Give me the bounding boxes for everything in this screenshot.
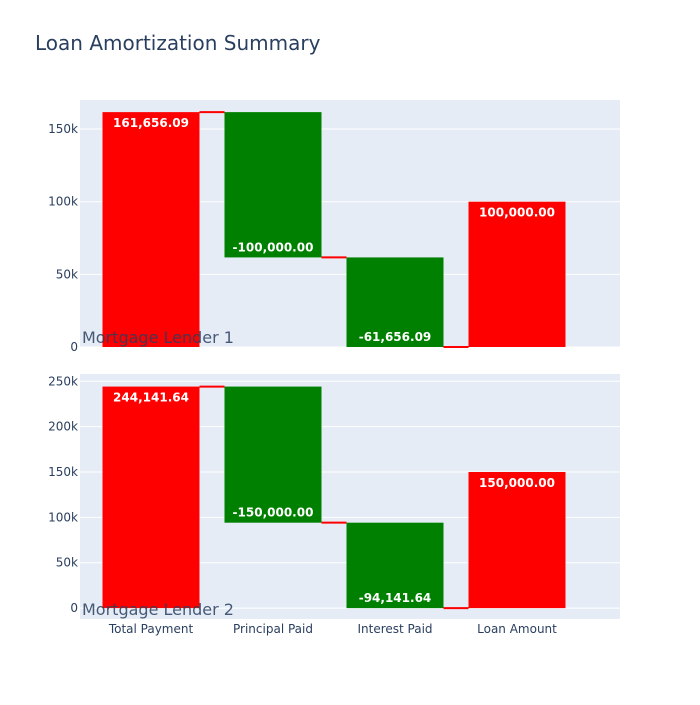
y-tick-label: 50k — [56, 556, 78, 570]
y-tick-label: 100k — [48, 510, 78, 524]
panel-title: Mortgage Lender 2 — [82, 600, 234, 619]
bar-principal-paid — [224, 386, 322, 523]
bar-value-label: 100,000.00 — [479, 206, 555, 220]
x-tick-label: Total Payment — [108, 622, 194, 636]
y-tick-label: 0 — [70, 340, 78, 354]
bar-value-label: -94,141.64 — [359, 591, 432, 605]
y-tick-label: 200k — [48, 420, 78, 434]
y-tick-label: 50k — [56, 267, 78, 281]
x-tick-label: Interest Paid — [357, 622, 432, 636]
bar-total-payment — [102, 386, 200, 609]
chart-title: Loan Amortization Summary — [35, 31, 321, 55]
bar-principal-paid — [224, 112, 322, 258]
bar-value-label: -100,000.00 — [233, 240, 314, 254]
bar-interest-paid — [346, 257, 444, 347]
y-tick-label: 0 — [70, 601, 78, 615]
y-tick-label: 250k — [48, 374, 78, 388]
waterfall-panel-1: 0 50k 100k 150k 161,656.09 -100,000.00 -61,656… — [48, 100, 620, 354]
waterfall-panel-2: 0 50k 100k 150k 200k 250k 244,141.64 -150,000.0… — [48, 374, 620, 619]
bar-value-label: -150,000.00 — [233, 506, 314, 520]
bar-loan-amount — [468, 472, 566, 609]
bar-interest-paid — [346, 522, 444, 609]
y-tick-label: 150k — [48, 122, 78, 136]
bar-value-label: 244,141.64 — [113, 391, 189, 405]
bar-value-label: 150,000.00 — [479, 476, 555, 490]
y-tick-label: 100k — [48, 195, 78, 209]
bar-value-label: -61,656.09 — [359, 330, 432, 344]
bar-loan-amount — [468, 201, 566, 347]
y-tick-label: 150k — [48, 465, 78, 479]
panel-title: Mortgage Lender 1 — [82, 328, 234, 347]
x-tick-label: Loan Amount — [477, 622, 557, 636]
x-tick-label: Principal Paid — [233, 622, 313, 636]
bar-value-label: 161,656.09 — [113, 116, 189, 130]
bar-total-payment — [102, 112, 200, 348]
